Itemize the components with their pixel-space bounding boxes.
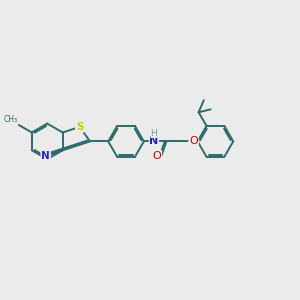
Text: S: S	[76, 122, 83, 132]
Text: H: H	[151, 129, 157, 138]
Text: O: O	[189, 136, 198, 146]
Text: N: N	[149, 136, 158, 146]
Text: CH₃: CH₃	[4, 115, 18, 124]
Text: O: O	[152, 151, 161, 161]
Text: N: N	[41, 151, 50, 161]
